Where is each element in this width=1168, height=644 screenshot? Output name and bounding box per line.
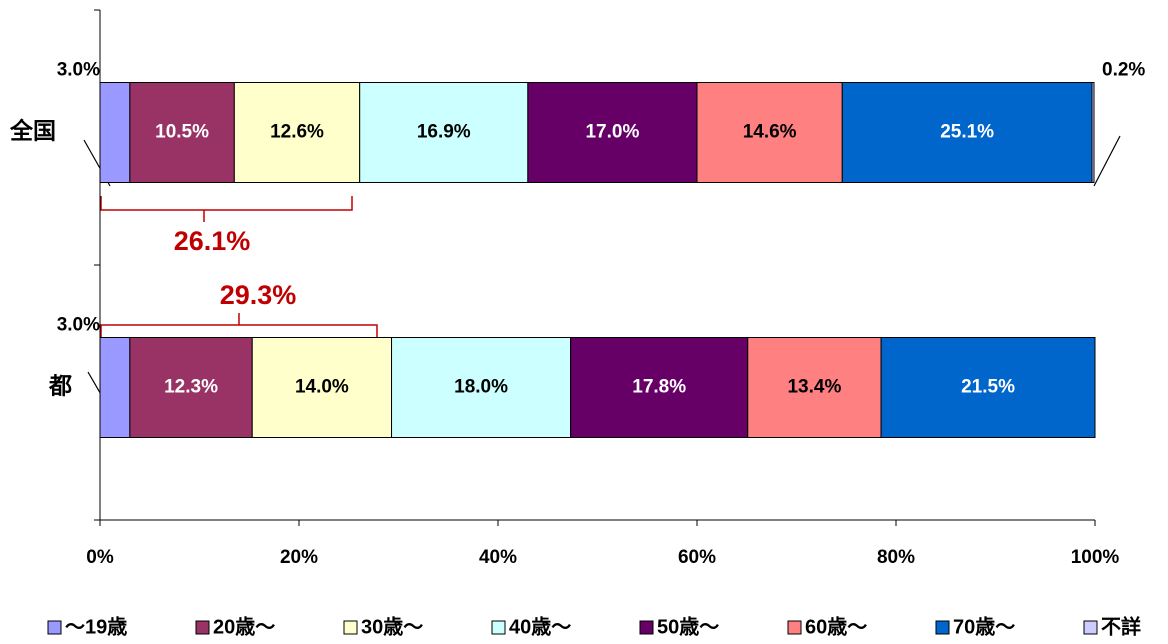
x-tick-label: 40% [479, 547, 517, 568]
legend-swatch [491, 620, 506, 635]
category-label: 都 [48, 373, 72, 399]
legend-label: 30歳～ [361, 614, 423, 638]
annotation: 29.3% [220, 280, 297, 310]
legend-swatch [47, 620, 62, 635]
bar-segment [570, 337, 749, 438]
legend-swatch [935, 620, 950, 635]
bracket [100, 196, 353, 222]
leader-line [1093, 135, 1121, 187]
category-label: 全国 [9, 118, 56, 144]
legend-swatch [1083, 620, 1098, 635]
value-label: 18.0% [454, 377, 508, 398]
bar-segment [391, 337, 572, 438]
value-label: 12.6% [270, 122, 324, 143]
value-label: 3.0% [57, 315, 100, 336]
bar-segment [841, 82, 1093, 183]
value-label: 17.0% [585, 122, 639, 143]
legend-label: 60歳～ [805, 614, 867, 638]
legend-label: 不詳 [1101, 614, 1141, 638]
value-label: 10.5% [155, 122, 209, 143]
bar-segment [359, 82, 529, 183]
legend-label: 70歳～ [953, 614, 1015, 638]
value-label: 17.8% [632, 377, 686, 398]
value-label: 3.0% [57, 60, 100, 81]
brackets [100, 196, 378, 339]
annotation: 26.1% [174, 226, 251, 256]
value-label: 13.4% [787, 377, 841, 398]
value-label: 14.0% [295, 377, 349, 398]
value-label: 12.3% [164, 377, 218, 398]
bracket [100, 313, 378, 339]
legend-label: 50歳～ [657, 614, 719, 638]
bar-segment [251, 337, 393, 438]
bar-segment [880, 337, 1096, 438]
value-label: 0.2% [1102, 60, 1145, 81]
legend-swatch [343, 620, 358, 635]
bar-segment [129, 337, 253, 438]
x-tick-label: 20% [280, 547, 318, 568]
value-label: 25.1% [940, 122, 994, 143]
bar-segment [747, 337, 882, 438]
value-label: 14.6% [743, 122, 797, 143]
legend-swatch [787, 620, 802, 635]
value-label: 21.5% [961, 377, 1015, 398]
bar-segment [99, 82, 131, 183]
x-tick-label: 80% [877, 547, 915, 568]
legend: ～19歳 20歳～ 30歳～ 40歳～ 50歳～ 60歳～ 70歳～ 不詳 [47, 614, 1141, 638]
bar-segment [696, 82, 843, 183]
x-tick-label: 60% [678, 547, 716, 568]
legend-swatch [639, 620, 654, 635]
legend-label: 20歳～ [213, 614, 275, 638]
legend-swatch [195, 620, 210, 635]
legend-label: 40歳～ [509, 614, 571, 638]
x-tick-label: 100% [1071, 547, 1120, 568]
bar-segment [99, 337, 131, 438]
legend-label: ～19歳 [65, 614, 127, 638]
value-label: 16.9% [417, 122, 471, 143]
x-tick-label: 0% [86, 547, 114, 568]
bar-segment [1091, 82, 1095, 183]
